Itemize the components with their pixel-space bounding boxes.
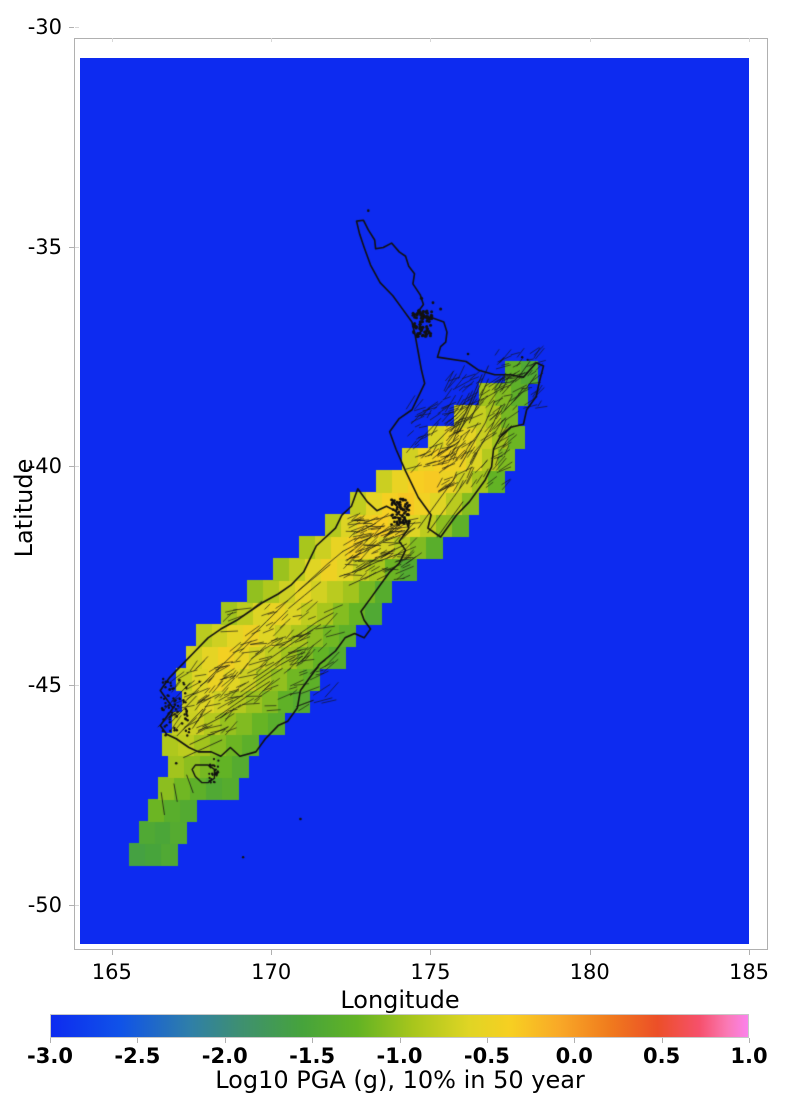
hazard-map-canvas [80,58,749,944]
y-tick-in [75,247,79,248]
colorbar-title: Log10 PGA (g), 10% in 50 year [0,1066,800,1094]
colorbar [50,1014,749,1038]
y-tick-label: -50 [0,893,62,917]
colorbar-tick [50,1038,51,1043]
colorbar-tick [662,1038,663,1043]
colorbar-tick-label: 1.0 [730,1044,767,1068]
colorbar-tick-label: 0.5 [643,1044,680,1068]
x-tick-label: 175 [410,960,450,984]
x-tick [749,950,750,955]
y-tick-in [75,27,79,28]
x-axis-title: Longitude [0,986,800,1014]
x-tick-top [112,38,113,42]
y-tick [69,27,74,28]
y-tick [69,466,74,467]
x-tick [112,950,113,955]
x-tick-top [430,38,431,42]
colorbar-tick-label: -1.0 [377,1044,423,1068]
y-tick [69,685,74,686]
colorbar-tick [749,1038,750,1043]
colorbar-tick [574,1038,575,1043]
x-tick-top [271,38,272,42]
x-tick [271,950,272,955]
colorbar-tick [137,1038,138,1043]
x-tick-label: 185 [729,960,769,984]
colorbar-tick-label: -0.5 [464,1044,510,1068]
y-tick-label: -35 [0,235,62,259]
colorbar-tick [487,1038,488,1043]
x-tick [430,950,431,955]
colorbar-tick-label: -2.0 [202,1044,248,1068]
colorbar-gradient [50,1014,749,1038]
y-tick-in [75,905,79,906]
x-tick-top [749,38,750,42]
figure-root: 165 170 175 180 185 -30 -35 -40 -45 -50 Longitude… [0,0,800,1102]
y-tick [69,247,74,248]
y-tick [69,905,74,906]
colorbar-tick-label: 0.0 [556,1044,593,1068]
colorbar-tick-label: -1.5 [289,1044,335,1068]
colorbar-tick-label: -3.0 [27,1044,73,1068]
x-tick-label: 165 [92,960,132,984]
colorbar-tick [225,1038,226,1043]
y-tick-label: -30 [0,15,62,39]
colorbar-tick [312,1038,313,1043]
y-tick-in [75,466,79,467]
y-tick-label: -45 [0,673,62,697]
y-axis-title: Latitude [10,428,38,588]
x-tick-label: 170 [251,960,291,984]
colorbar-tick [400,1038,401,1043]
colorbar-tick-label: -2.5 [114,1044,160,1068]
x-tick-label: 180 [570,960,610,984]
x-tick [590,950,591,955]
y-tick-in [75,685,79,686]
x-tick-top [590,38,591,42]
